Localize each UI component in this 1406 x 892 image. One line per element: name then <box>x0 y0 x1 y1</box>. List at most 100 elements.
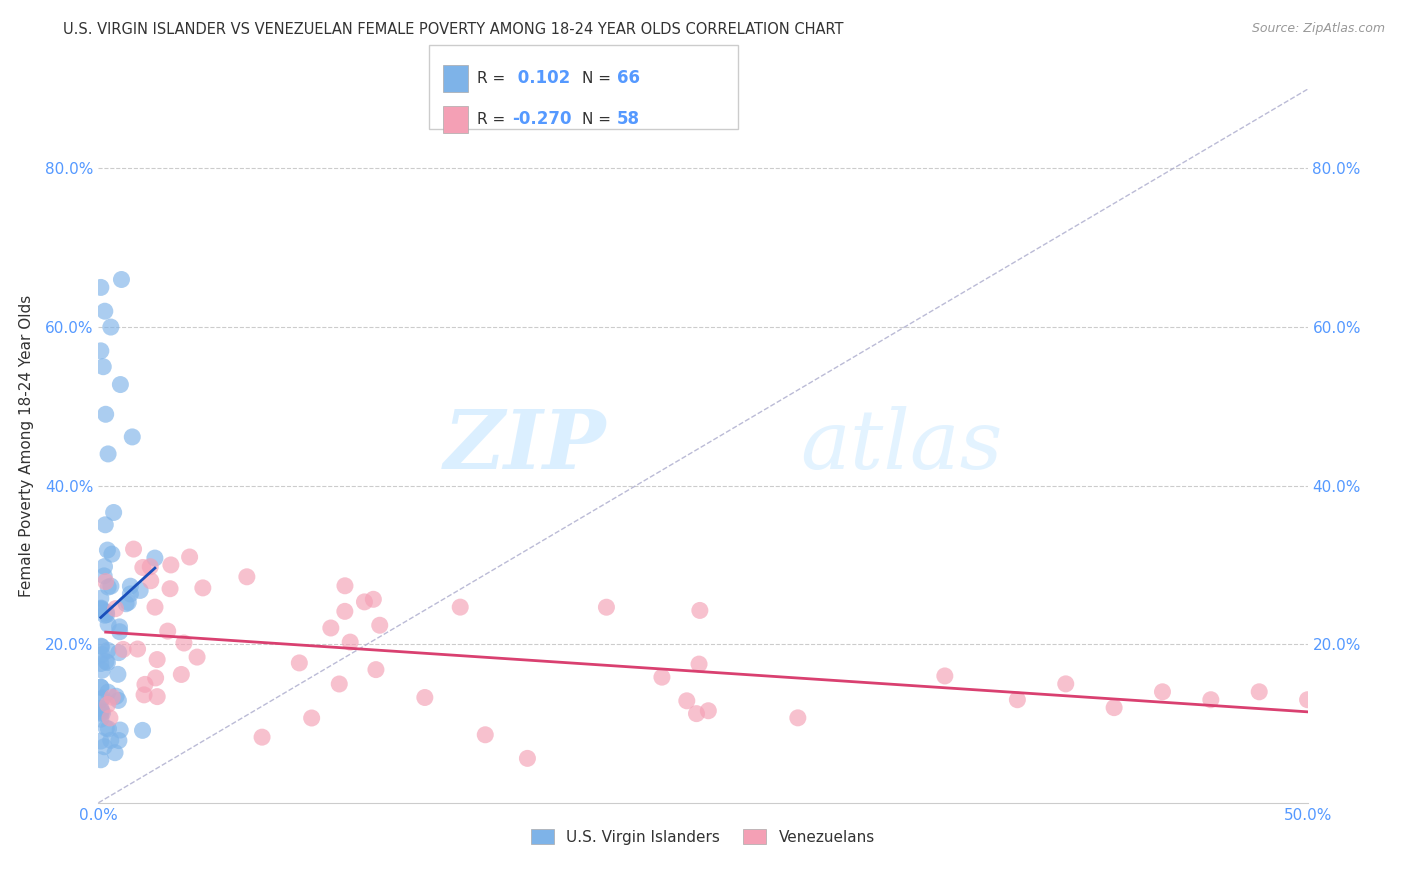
Point <box>173 636 195 650</box>
Point <box>179 549 201 564</box>
Point <box>156 624 179 639</box>
Point <box>91 359 114 374</box>
Point <box>1102 700 1125 714</box>
Point <box>100 733 122 747</box>
Point <box>94 574 117 589</box>
Point <box>1054 677 1077 691</box>
Point <box>333 604 356 618</box>
Point <box>1007 692 1029 706</box>
Point <box>97 722 120 736</box>
Point <box>159 582 181 596</box>
Text: U.S. VIRGIN ISLANDER VS VENEZUELAN FEMALE POVERTY AMONG 18-24 YEAR OLDS CORRELAT: U.S. VIRGIN ISLANDER VS VENEZUELAN FEMAL… <box>63 22 844 37</box>
Point <box>103 506 125 520</box>
Point <box>90 591 112 606</box>
Legend: U.S. Virgin Islanders, Venezuelans: U.S. Virgin Islanders, Venezuelans <box>523 821 883 852</box>
Point <box>91 706 114 720</box>
Point <box>449 600 471 615</box>
Point <box>474 728 496 742</box>
Point <box>90 701 112 715</box>
Point <box>595 600 617 615</box>
Point <box>132 560 155 574</box>
Text: ZIP: ZIP <box>444 406 606 486</box>
Point <box>689 603 711 617</box>
Point <box>96 721 118 735</box>
Point <box>90 734 112 748</box>
Point <box>90 692 112 706</box>
Point <box>143 551 166 566</box>
Point <box>94 407 117 421</box>
Point <box>107 693 129 707</box>
Point <box>786 711 808 725</box>
Point <box>101 690 124 705</box>
Point <box>363 592 385 607</box>
Point <box>236 570 259 584</box>
Point <box>90 657 112 671</box>
Point <box>93 739 115 754</box>
Text: Source: ZipAtlas.com: Source: ZipAtlas.com <box>1251 22 1385 36</box>
Point <box>94 655 117 669</box>
Point <box>120 587 142 601</box>
Point <box>191 581 214 595</box>
Point <box>90 602 112 616</box>
Point <box>110 272 132 286</box>
Point <box>107 667 129 681</box>
Point <box>90 680 112 694</box>
Point <box>90 601 112 615</box>
Point <box>101 547 124 561</box>
Text: R =: R = <box>477 71 510 86</box>
Point <box>120 579 142 593</box>
Point <box>364 663 387 677</box>
Text: R =: R = <box>477 112 510 127</box>
Point <box>104 601 127 615</box>
Point <box>339 635 361 649</box>
Point <box>688 657 710 671</box>
Text: N =: N = <box>582 112 616 127</box>
Point <box>90 704 112 718</box>
Point <box>94 517 117 532</box>
Text: N =: N = <box>582 71 616 86</box>
Point <box>105 690 128 704</box>
Point <box>250 730 273 744</box>
Point <box>131 723 153 738</box>
Point <box>368 618 391 632</box>
Point <box>170 667 193 681</box>
Text: atlas: atlas <box>800 406 1002 486</box>
Point <box>91 663 114 677</box>
Text: 0.102: 0.102 <box>512 70 569 87</box>
Text: -0.270: -0.270 <box>512 111 571 128</box>
Point <box>104 746 127 760</box>
Point <box>160 558 183 572</box>
Y-axis label: Female Poverty Among 18-24 Year Olds: Female Poverty Among 18-24 Year Olds <box>18 295 34 597</box>
Point <box>146 690 169 704</box>
Point <box>353 595 375 609</box>
Point <box>139 574 162 588</box>
Point <box>90 640 112 654</box>
Point <box>108 624 131 639</box>
Point <box>90 343 112 358</box>
Point <box>97 685 120 699</box>
Point <box>91 691 114 706</box>
Point <box>97 617 120 632</box>
Point <box>1296 692 1319 706</box>
Point <box>145 671 167 685</box>
Point <box>685 706 707 721</box>
Point <box>97 580 120 594</box>
Point <box>94 608 117 623</box>
Point <box>697 704 720 718</box>
Point <box>1199 692 1222 706</box>
Point <box>301 711 323 725</box>
Point <box>90 706 112 721</box>
Point <box>90 712 112 726</box>
Point <box>143 600 166 615</box>
Point <box>100 579 122 593</box>
Point <box>96 605 118 619</box>
Point <box>90 602 112 616</box>
Point <box>98 711 121 725</box>
Point <box>117 595 139 609</box>
Point <box>651 670 673 684</box>
Point <box>97 643 120 657</box>
Point <box>107 646 129 660</box>
Point <box>134 677 156 691</box>
Point <box>93 569 115 583</box>
Point <box>108 733 131 747</box>
